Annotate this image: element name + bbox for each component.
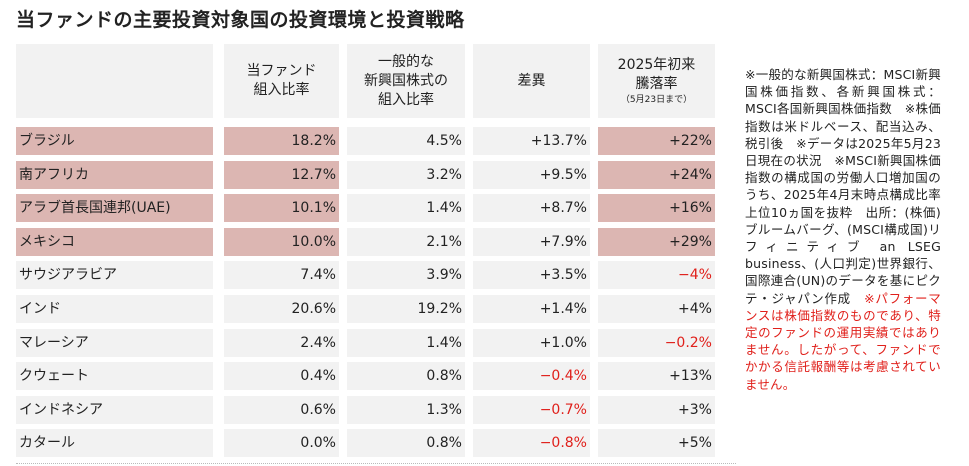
country-name-cell: メキシコ — [16, 228, 213, 256]
diff-cell: +1.4% — [473, 295, 590, 323]
diff-cell: +9.5% — [473, 161, 590, 189]
bench-cell: 3.9% — [347, 261, 465, 289]
diff-cell: +8.7% — [473, 194, 590, 222]
header-ytd-line1: 2025年初来 — [617, 57, 696, 73]
country-name-cell: カタール — [16, 429, 213, 457]
header-fund-weight-line1: 当ファンド — [246, 63, 317, 79]
ytd-cell: +5% — [598, 429, 715, 457]
country-name-cell: 南アフリカ — [16, 161, 213, 189]
bench-cell: 2.1% — [347, 228, 465, 256]
bench-cell: 1.3% — [347, 396, 465, 424]
bench-cell: 0.8% — [347, 362, 465, 390]
ytd-cell: −4% — [598, 261, 715, 289]
diff-cell: +7.9% — [473, 228, 590, 256]
ytd-cell: +4% — [598, 295, 715, 323]
ytd-cell: +22% — [598, 127, 715, 155]
country-name-cell: マレーシア — [16, 329, 213, 357]
bench-cell: 1.4% — [347, 194, 465, 222]
weight-cell: 7.4% — [224, 261, 339, 289]
footnote-disclaimer: ※パフォーマンスは株価指数のものであり、特定のファンドの運用実績ではありません。… — [745, 290, 941, 392]
ytd-cell: +24% — [598, 161, 715, 189]
header-benchmark-line3: 組入比率 — [378, 91, 434, 108]
bench-cell: 4.5% — [347, 127, 465, 155]
diff-cell: −0.8% — [473, 429, 590, 457]
country-name-cell: サウジアラビア — [16, 261, 213, 289]
page-title: 当ファンドの主要投資対象国の投資環境と投資戦略 — [16, 9, 465, 31]
weight-cell: 18.2% — [224, 127, 339, 155]
diff-cell: −0.4% — [473, 362, 590, 390]
footnote-main: ※一般的な新興国株式：MSCI新興国株価指数、各新興国株式：MSCI各国新興国株… — [745, 67, 941, 306]
header-benchmark-line2: 新興国株式の — [364, 72, 448, 89]
country-name-cell: ブラジル — [16, 127, 213, 155]
header-ytd-return: 2025年初来 騰落率 （5月23日まで） — [598, 44, 715, 118]
header-blank — [16, 44, 213, 118]
weight-cell: 0.0% — [224, 429, 339, 457]
header-fund-weight-line2: 組入比率 — [253, 82, 310, 98]
bench-cell: 0.8% — [347, 429, 465, 457]
weight-cell: 0.6% — [224, 396, 339, 424]
ytd-cell: −0.2% — [598, 329, 715, 357]
weight-cell: 0.4% — [224, 362, 339, 390]
bench-cell: 19.2% — [347, 295, 465, 323]
country-name-cell: アラブ首長国連邦(UAE) — [16, 194, 213, 222]
weight-cell: 12.7% — [224, 161, 339, 189]
header-difference-label: 差異 — [517, 72, 546, 89]
table-bottom-divider — [16, 463, 736, 464]
header-benchmark-line1: 一般的な — [378, 53, 434, 70]
country-name-cell: インドネシア — [16, 396, 213, 424]
header-benchmark-weight: 一般的な 新興国株式の 組入比率 — [347, 44, 465, 118]
ytd-cell: +16% — [598, 194, 715, 222]
bench-cell: 3.2% — [347, 161, 465, 189]
weight-cell: 20.6% — [224, 295, 339, 323]
header-ytd-date-note: （5月23日まで） — [620, 95, 693, 105]
country-name-cell: クウェート — [16, 362, 213, 390]
diff-cell: +1.0% — [473, 329, 590, 357]
weight-cell: 10.1% — [224, 194, 339, 222]
diff-cell: −0.7% — [473, 396, 590, 424]
diff-cell: +13.7% — [473, 127, 590, 155]
ytd-cell: +13% — [598, 362, 715, 390]
weight-cell: 10.0% — [224, 228, 339, 256]
header-ytd-line2: 騰落率 — [635, 76, 678, 92]
header-fund-weight: 当ファンド 組入比率 — [224, 44, 339, 118]
bench-cell: 1.4% — [347, 329, 465, 357]
header-difference: 差異 — [473, 44, 590, 118]
country-name-cell: インド — [16, 295, 213, 323]
ytd-cell: +29% — [598, 228, 715, 256]
ytd-cell: +3% — [598, 396, 715, 424]
diff-cell: +3.5% — [473, 261, 590, 289]
footnote: ※一般的な新興国株式：MSCI新興国株価指数、各新興国株式：MSCI各国新興国株… — [745, 66, 941, 393]
weight-cell: 2.4% — [224, 329, 339, 357]
